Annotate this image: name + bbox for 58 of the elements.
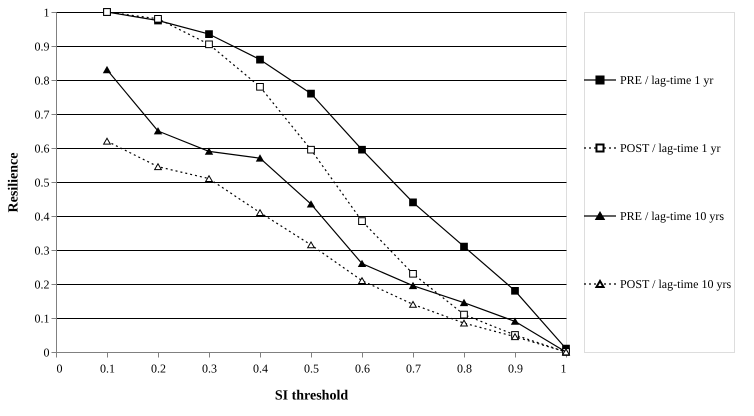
point: [256, 82, 264, 91]
x-tick-label: 0.9: [508, 362, 523, 376]
x-tick-label: 0.2: [151, 362, 166, 376]
y-tick-label: 1: [44, 6, 50, 20]
point: [409, 198, 417, 206]
legend-label: POST / lag-time 10 yrs: [620, 277, 732, 291]
x-tick-label: 0.8: [457, 362, 472, 376]
y-tick-label: 0.3: [34, 244, 50, 258]
point: [511, 318, 519, 325]
x-tick-label: 0.5: [304, 362, 319, 376]
y-tick-label: 0.9: [34, 40, 50, 54]
y-axis-title: Resilience: [6, 152, 22, 212]
point: [409, 300, 417, 308]
point: [460, 299, 468, 306]
x-axis-title: SI threshold: [274, 388, 348, 404]
point: [358, 217, 366, 225]
x-tick-label: 0.4: [253, 362, 268, 376]
point: [154, 163, 162, 170]
y-tick-label: 0.2: [34, 278, 50, 292]
x-tick-label: 0.6: [355, 362, 370, 376]
point: [358, 277, 366, 284]
point: [103, 138, 111, 145]
y-tick-label: 0.6: [34, 142, 50, 156]
x-tick-label: 0.7: [406, 362, 421, 376]
point: [307, 90, 315, 98]
y-tick-label: 0.5: [34, 176, 50, 190]
point: [307, 241, 315, 248]
point: [460, 310, 468, 318]
legend-label: PRE / lag-time 1 yr: [620, 73, 714, 87]
point: [205, 175, 213, 182]
y-tick-label: 0.4: [34, 210, 50, 224]
x-tick-label: 1: [560, 362, 566, 376]
y-tick-label: 0: [44, 346, 50, 360]
point: [256, 56, 264, 64]
point: [205, 30, 213, 38]
x-tick-label: 0.3: [202, 362, 217, 376]
point: [358, 146, 366, 154]
point: [511, 286, 519, 295]
y-tick-label: 0.8: [34, 74, 50, 88]
point: [307, 200, 315, 208]
point: [256, 154, 264, 162]
point: [409, 282, 417, 290]
point: [358, 260, 366, 268]
point: [205, 148, 213, 155]
point: [154, 128, 162, 134]
y-tick-label: 0.7: [34, 108, 50, 122]
point: [409, 270, 417, 278]
y-tick-label: 0.1: [34, 312, 50, 326]
x-tick-label: 0.1: [100, 362, 115, 376]
point: [460, 320, 468, 327]
point: [103, 66, 111, 74]
point: [307, 146, 315, 154]
legend-label: PRE / lag-time 10 yrs: [620, 209, 724, 223]
point: [205, 40, 213, 48]
legend-label: POST / lag-time 1 yr: [620, 141, 720, 155]
point: [460, 242, 468, 250]
point: [256, 209, 264, 216]
x-tick-label: 0: [56, 362, 62, 376]
